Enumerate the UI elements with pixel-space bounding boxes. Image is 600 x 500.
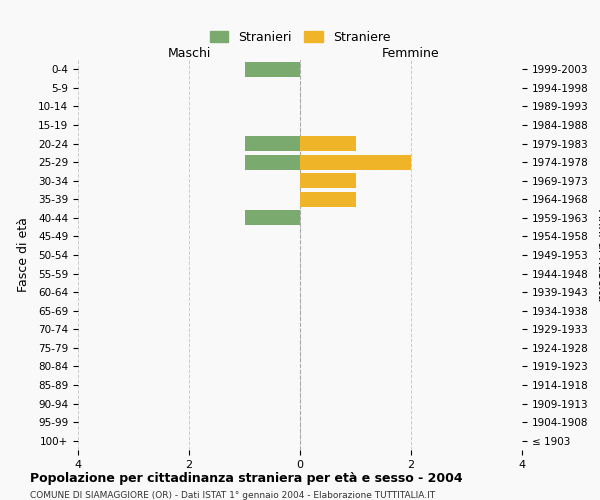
Y-axis label: Fasce di età: Fasce di età — [17, 218, 29, 292]
Bar — [300, 174, 355, 188]
Bar — [245, 210, 300, 226]
Legend: Stranieri, Straniere: Stranieri, Straniere — [206, 27, 394, 48]
Text: Maschi: Maschi — [167, 47, 211, 60]
Bar — [300, 136, 355, 151]
Bar — [300, 154, 411, 170]
Text: Femmine: Femmine — [382, 47, 440, 60]
Bar — [245, 136, 300, 151]
Bar — [245, 154, 300, 170]
Text: Popolazione per cittadinanza straniera per età e sesso - 2004: Popolazione per cittadinanza straniera p… — [30, 472, 463, 485]
Bar — [300, 192, 355, 206]
Y-axis label: Anni di nascita: Anni di nascita — [595, 209, 600, 301]
Bar — [245, 62, 300, 76]
Text: COMUNE DI SIAMAGGIORE (OR) - Dati ISTAT 1° gennaio 2004 - Elaborazione TUTTITALI: COMUNE DI SIAMAGGIORE (OR) - Dati ISTAT … — [30, 491, 435, 500]
